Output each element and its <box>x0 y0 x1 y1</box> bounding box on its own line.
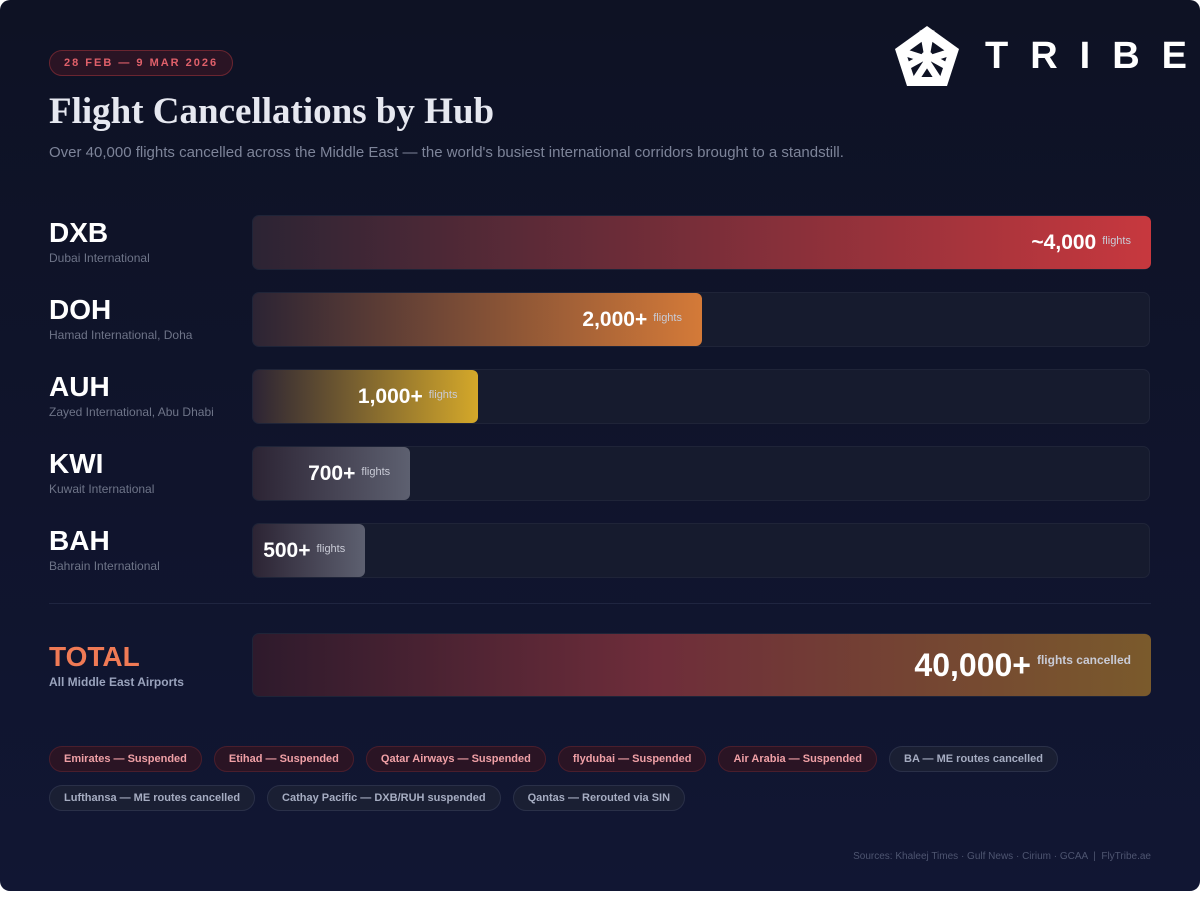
bar: 500+ flights <box>253 524 366 577</box>
total-label-group: TOTAL All Middle East Airports <box>49 641 184 689</box>
bar-track: 2,000+ flights <box>252 292 1150 347</box>
status-tag: flydubai — Suspended <box>557 746 707 772</box>
hub-code: AUH <box>49 371 110 402</box>
status-tag: Qatar Airways — Suspended <box>365 746 546 772</box>
status-tag: Qantas — Rerouted via SIN <box>512 785 686 811</box>
total-unit: flights cancelled <box>1036 653 1131 667</box>
status-tag: BA — ME routes cancelled <box>889 746 1058 772</box>
value-label: 500+ <box>263 538 311 562</box>
subtitle: Over 40,000 flights cancelled across the… <box>49 144 844 161</box>
hub-label: DOH Hamad International, Doha <box>49 294 192 342</box>
sources: Sources: Khaleej Times · Gulf News · Cir… <box>853 851 1151 862</box>
value-label: 2,000+ <box>582 307 648 331</box>
divider <box>49 603 1151 604</box>
unit-label: flights <box>316 543 346 555</box>
total-track: 40,000+ flights cancelled <box>252 633 1151 697</box>
hub-label: KWI Kuwait International <box>49 448 154 496</box>
unit-label: flights <box>653 312 682 324</box>
hub-name: Zayed International, Abu Dhabi <box>49 405 214 419</box>
unit-label: flights <box>361 466 391 478</box>
status-tag: Emirates — Suspended <box>49 746 202 772</box>
bar: 2,000+ flights <box>253 293 702 346</box>
bar-track: 1,000+ flights <box>252 369 1150 424</box>
hub-label: BAH Bahrain International <box>49 525 160 573</box>
bar: ~4,000 flights <box>253 216 1151 269</box>
bar: 700+ flights <box>253 447 411 500</box>
hub-code: DXB <box>49 217 109 248</box>
total-bar: 40,000+ flights cancelled <box>253 634 1151 696</box>
hub-code: DOH <box>49 294 112 325</box>
hub-name: Kuwait International <box>49 482 155 496</box>
status-tags: Emirates — Suspended Etihad — Suspended Qa… <box>49 746 1151 811</box>
value-label: ~4,000 <box>1031 230 1097 254</box>
brand: TRIBE <box>985 35 1200 77</box>
hub-code: KWI <box>49 448 104 479</box>
hub-name: Bahrain International <box>49 559 160 573</box>
unit-label: flights <box>428 389 458 401</box>
title: Flight Cancellations by Hub <box>49 91 495 132</box>
logo-icon <box>895 26 959 86</box>
bar-track: 500+ flights <box>252 523 1150 578</box>
bar-track: 700+ flights <box>252 446 1150 501</box>
total-label: TOTAL <box>49 641 140 672</box>
bar-track: ~4,000 flights <box>252 215 1151 270</box>
unit-label: flights <box>1102 235 1131 247</box>
hub-name: Hamad International, Doha <box>49 328 193 342</box>
date-pill: 28 FEB — 9 MAR 2026 <box>49 50 234 76</box>
total-sublabel: All Middle East Airports <box>49 675 184 689</box>
hub-name: Dubai International <box>49 251 150 265</box>
status-tag: Lufthansa — ME routes cancelled <box>49 785 256 811</box>
value-label: 1,000+ <box>357 384 423 408</box>
status-tag: Air Arabia — Suspended <box>718 746 878 772</box>
hub-label: AUH Zayed International, Abu Dhabi <box>49 371 214 419</box>
value-label: 700+ <box>308 461 356 485</box>
status-tag: Cathay Pacific — DXB/RUH suspended <box>267 785 501 811</box>
hub-code: BAH <box>49 525 110 556</box>
status-tag: Etihad — Suspended <box>213 746 354 772</box>
total-value: 40,000+ <box>914 646 1031 683</box>
hub-label: DXB Dubai International <box>49 217 150 265</box>
bar: 1,000+ flights <box>253 370 478 423</box>
